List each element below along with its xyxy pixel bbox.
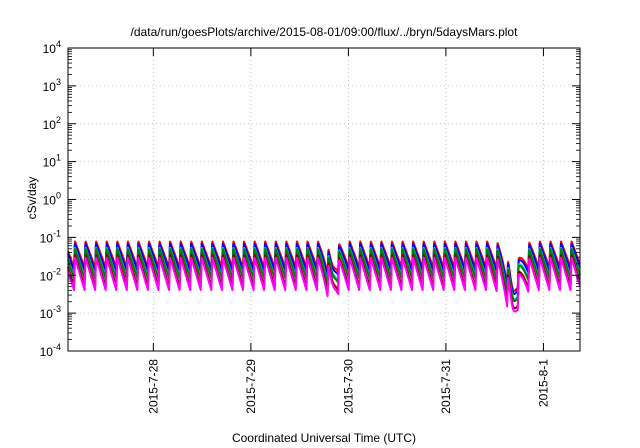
series-line (67, 242, 581, 295)
y-tick-label: 10-3 (40, 304, 61, 321)
axis-ticks: 10-4 10-3 10-2 10-1 100 101 102 103 104 2015-7-28… (40, 39, 580, 414)
y-tick-label: 10-4 (40, 342, 61, 359)
y-tick-label: 104 (43, 39, 61, 56)
y-tick-label: 10-1 (40, 228, 61, 245)
x-tick-label: 2015-7-29 (244, 359, 258, 414)
y-tick-label: 101 (43, 153, 61, 170)
x-tick-label: 2015-7-31 (439, 359, 453, 414)
x-tick-label: 2015-7-28 (146, 359, 160, 414)
grid-lines (68, 48, 580, 351)
series-line (67, 256, 581, 313)
chart-title: /data/run/goesPlots/archive/2015-08-01/0… (131, 25, 519, 39)
x-axis-label: Coordinated Universal Time (UTC) (232, 431, 416, 445)
y-tick-label: 100 (43, 191, 61, 208)
series-line (67, 248, 581, 303)
x-tick-label: 2015-7-30 (341, 359, 355, 414)
y-tick-label: 10-2 (40, 266, 61, 283)
series-lines (67, 240, 581, 313)
y-axis-label: cSv/day (25, 177, 39, 220)
y-tick-label: 103 (43, 77, 61, 94)
x-tick-label: 2015-8-1 (536, 359, 550, 407)
y-tick-label: 102 (43, 115, 61, 132)
